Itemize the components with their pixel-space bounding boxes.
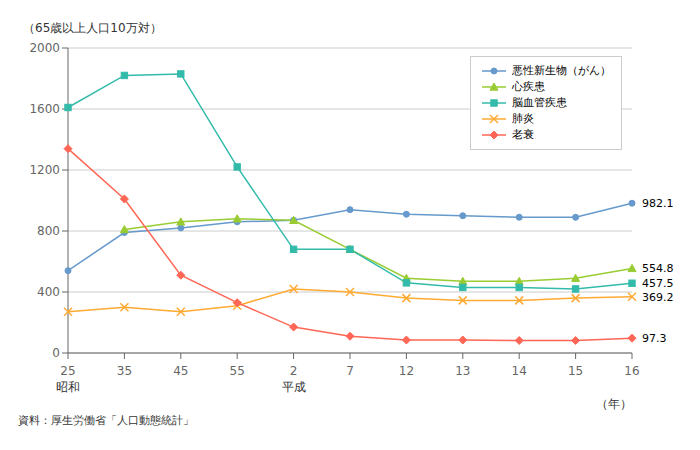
svg-text:800: 800 <box>37 224 60 238</box>
svg-text:35: 35 <box>117 364 132 378</box>
svg-text:15: 15 <box>568 364 583 378</box>
svg-text:45: 45 <box>173 364 188 378</box>
svg-text:982.1: 982.1 <box>642 197 674 210</box>
svg-text:（年）: （年） <box>596 397 632 411</box>
svg-text:400: 400 <box>37 285 60 299</box>
html-text:資料：厚生労働省「人口動態統計」: 資料：厚生労働省「人口動態統計」 <box>18 414 194 427</box>
svg-text:25: 25 <box>60 364 75 378</box>
html-text:老衰: 老衰 <box>512 128 534 141</box>
svg-text:1600: 1600 <box>29 102 60 116</box>
svg-text:平成: 平成 <box>282 380 306 394</box>
svg-text:55: 55 <box>230 364 245 378</box>
html-text:肺炎: 肺炎 <box>512 112 534 125</box>
svg-text:2: 2 <box>290 364 298 378</box>
html-text:悪性新生物（がん）: 悪性新生物（がん） <box>512 64 611 77</box>
svg-text:2000: 2000 <box>29 41 60 55</box>
svg-text:（65歳以上人口10万対）: （65歳以上人口10万対） <box>23 21 162 35</box>
svg-text:554.8: 554.8 <box>642 262 674 275</box>
svg-text:14: 14 <box>512 364 527 378</box>
svg-text:369.2: 369.2 <box>642 291 674 304</box>
svg-text:0: 0 <box>52 346 60 360</box>
html-text:心疾患: 心疾患 <box>512 80 545 93</box>
svg-text:昭和: 昭和 <box>56 380 80 394</box>
html-text:脳血管疾患: 脳血管疾患 <box>512 96 567 109</box>
svg-text:7: 7 <box>346 364 354 378</box>
svg-text:13: 13 <box>455 364 470 378</box>
svg-text:97.3: 97.3 <box>642 332 667 345</box>
svg-text:1200: 1200 <box>29 163 60 177</box>
svg-text:12: 12 <box>399 364 414 378</box>
svg-text:457.5: 457.5 <box>642 277 674 290</box>
svg-text:16: 16 <box>624 364 639 378</box>
